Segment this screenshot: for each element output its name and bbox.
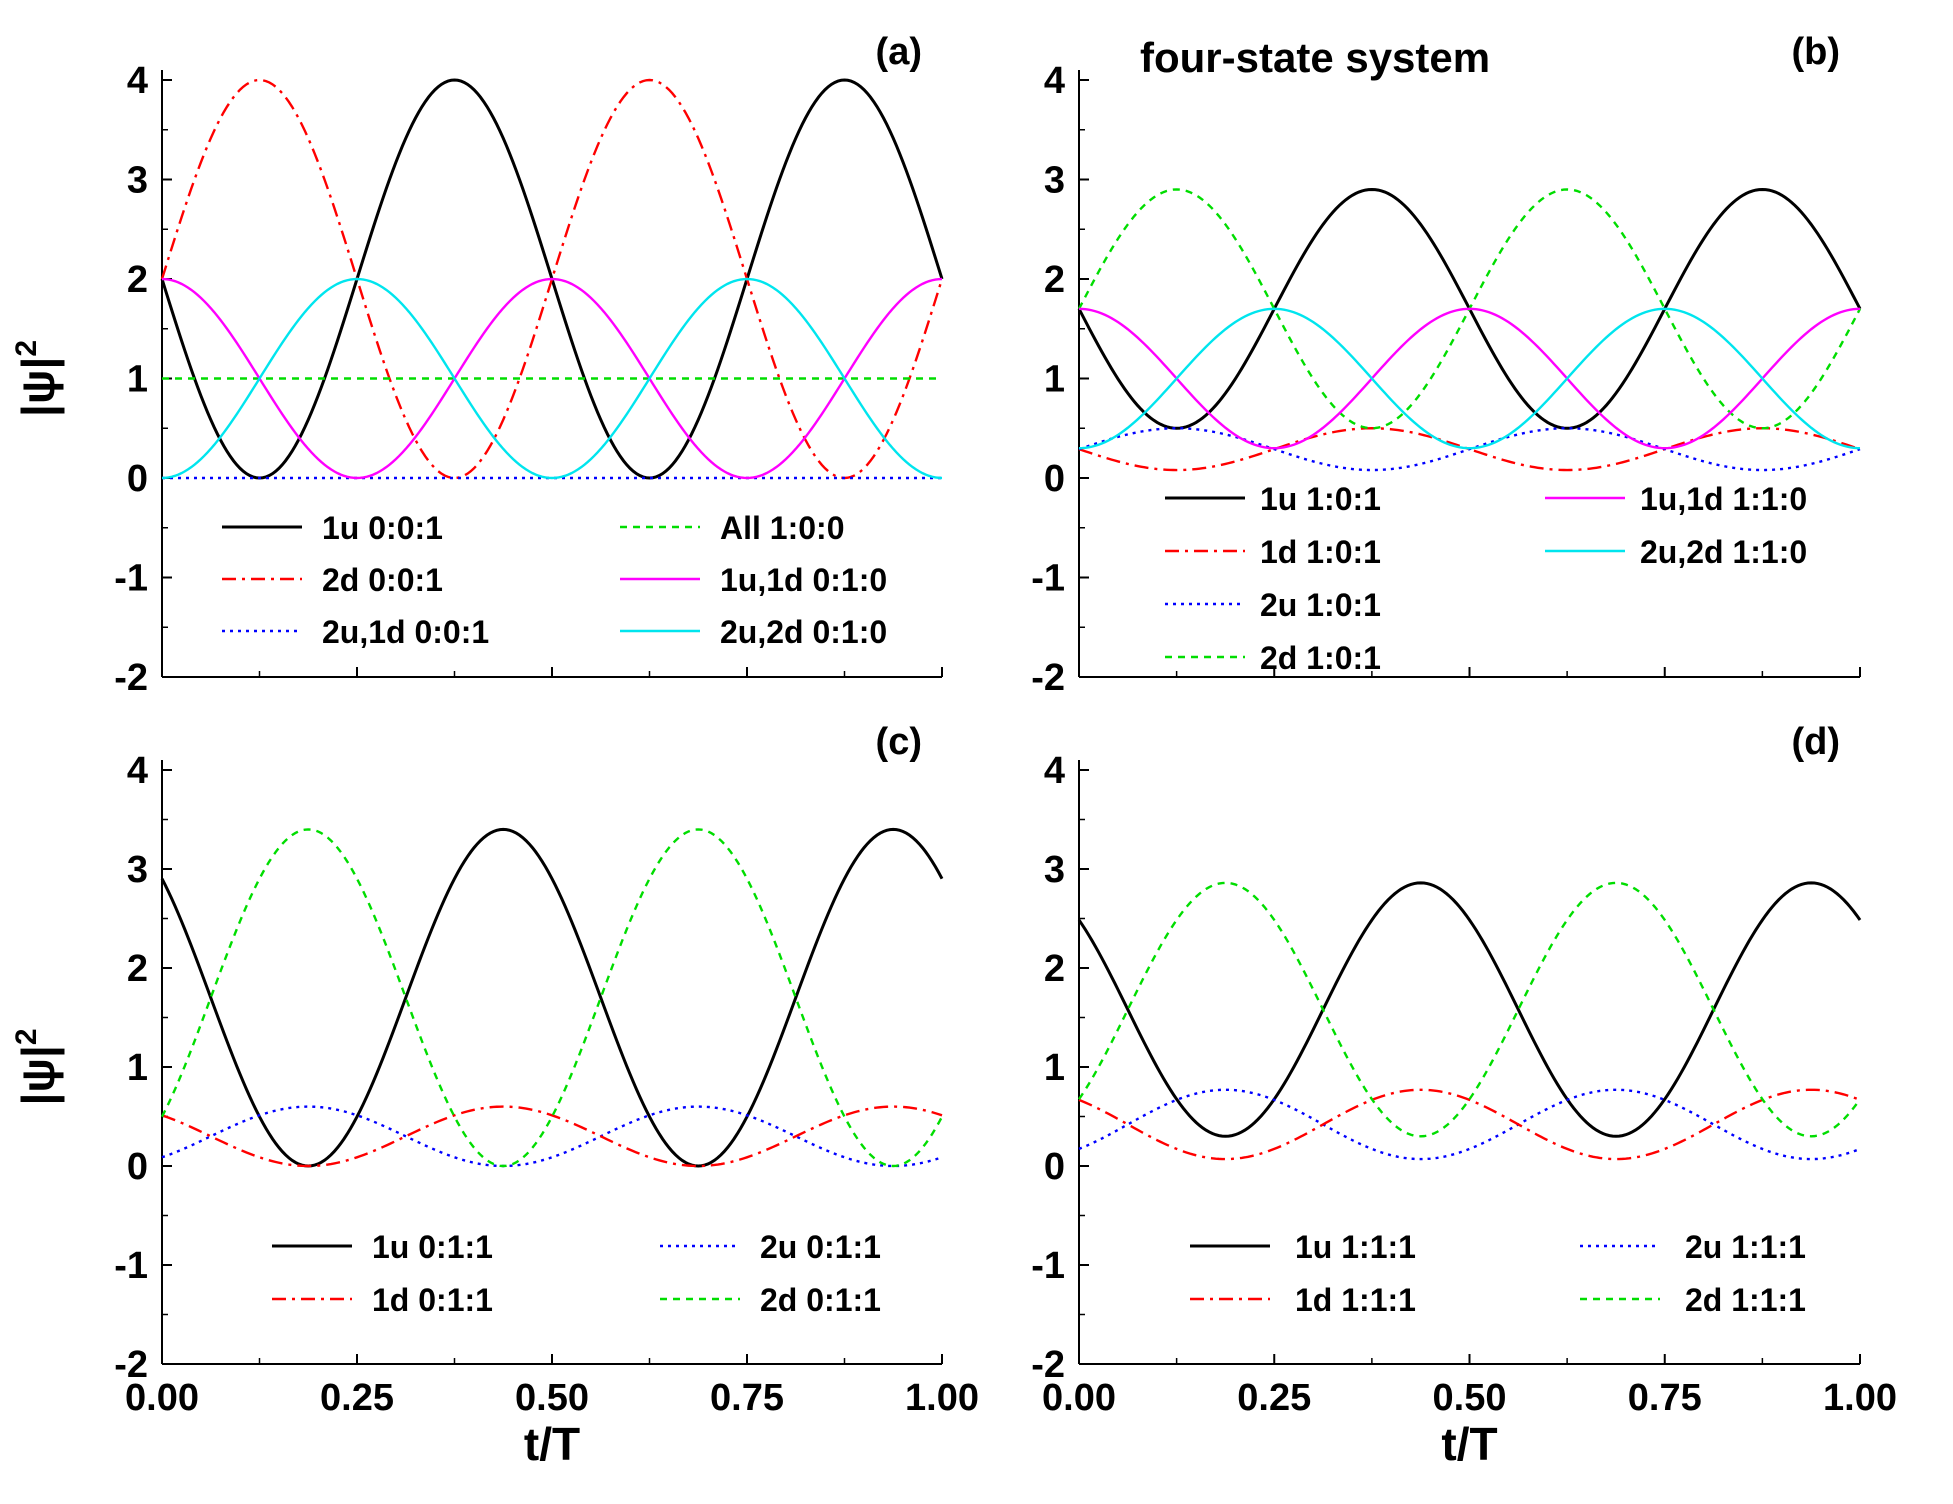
x-axis-title: t/T [1441, 1418, 1497, 1470]
legend-label: 1d 0:1:1 [372, 1282, 493, 1318]
y-tick-label: 4 [1044, 750, 1065, 792]
y-tick-label: 3 [127, 849, 148, 891]
panel-label: (c) [876, 721, 922, 763]
x-axis-title: t/T [524, 1418, 580, 1470]
figure-title: four-state system [1140, 34, 1490, 81]
x-tick-label: 0.00 [125, 1377, 199, 1419]
legend-label: 1u 0:0:1 [322, 510, 443, 546]
y-tick-label: -2 [114, 1344, 148, 1386]
y-tick-label: -2 [1031, 657, 1065, 699]
y-tick-label: -2 [114, 657, 148, 699]
legend-label: 1u 1:0:1 [1260, 481, 1381, 517]
y-tick-label: 1 [1044, 359, 1065, 401]
series-line-2u-2d-1-1-0 [1078, 307, 1861, 450]
y-tick-label: 0 [127, 1146, 148, 1188]
panel-b: 4 3 2 1 0 -1 -2 (b) 1u 1:0:1 1d 1:0:1 2u 1:0:1 2d 1… [1031, 31, 1862, 699]
series-line-1u-1d-1-1-0 [1078, 307, 1861, 450]
legend-label: 2u,1d 0:0:1 [322, 614, 489, 650]
series-line-2d-0-1-1 [160, 828, 944, 1168]
y-tick-label: 2 [127, 259, 148, 301]
legend-label: 2d 0:1:1 [760, 1282, 881, 1318]
y-tick-label: 0 [1044, 458, 1065, 500]
y-tick-label: 1 [1044, 1047, 1065, 1089]
y-tick-label: 2 [127, 948, 148, 990]
x-tick-label: 0.75 [710, 1377, 784, 1419]
legend-label: 2u,2d 1:1:0 [1640, 534, 1807, 570]
x-tick-label: 1.00 [1823, 1377, 1897, 1419]
y-tick-label: 2 [1044, 948, 1065, 990]
y-tick-label: 4 [127, 60, 148, 102]
x-tick-label: 1.00 [905, 1377, 979, 1419]
legend-label: 2d 0:0:1 [322, 562, 443, 598]
y-tick-label: -1 [1031, 1245, 1065, 1287]
y-tick-label: -1 [1031, 558, 1065, 600]
series-line-1d-1-0-1 [1078, 427, 1861, 472]
legend-label: All 1:0:0 [720, 510, 844, 546]
legend-label: 1u,1d 1:1:0 [1640, 481, 1807, 517]
panel-label: (b) [1791, 31, 1840, 73]
y-axis-title: |ψ|2 [10, 340, 64, 417]
y-tick-label: 3 [1044, 849, 1065, 891]
x-tick-label: 0.50 [515, 1377, 589, 1419]
legend-label: 1u 0:1:1 [372, 1229, 493, 1265]
x-tick-label: 0.75 [1628, 1377, 1702, 1419]
panel-label: (a) [876, 31, 922, 73]
y-tick-label: -1 [114, 1245, 148, 1287]
y-tick-label: 1 [127, 1047, 148, 1089]
series-line-2d-0-0-1 [160, 78, 944, 480]
legend-label: 1u,1d 0:1:0 [720, 562, 887, 598]
series-line-2d-1-1-1 [1078, 881, 1861, 1138]
series-line-1u-1d-0-1-0 [161, 277, 943, 480]
legend-label: 1u 1:1:1 [1295, 1229, 1416, 1265]
legend-label: 2d 1:0:1 [1260, 640, 1381, 676]
y-tick-label: 0 [1044, 1146, 1065, 1188]
y-tick-label: 2 [1044, 259, 1065, 301]
y-axis-title: |ψ|2 [10, 1028, 64, 1105]
y-tick-label: 3 [1044, 160, 1065, 202]
y-axis-title-superscript: 2 [10, 1028, 43, 1045]
y-tick-label: 1 [127, 359, 148, 401]
y-tick-label: 0 [127, 458, 148, 500]
legend-label: 1d 1:0:1 [1260, 534, 1381, 570]
x-tick-label: 0.50 [1433, 1377, 1507, 1419]
legend-label: 2u 1:1:1 [1685, 1229, 1806, 1265]
legend-label: 2u,2d 0:1:0 [720, 614, 887, 650]
y-axis-title-superscript: 2 [10, 340, 43, 357]
y-tick-label: -1 [114, 558, 148, 600]
x-tick-label: 0.25 [1237, 1377, 1311, 1419]
y-tick-label: 3 [127, 160, 148, 202]
y-tick-label: 4 [1044, 60, 1065, 102]
panel-a: 4 3 2 1 0 -1 -2 |ψ|2 (a) 1u 0:0:1 2d 0:0:1 2u,1d 0:… [10, 31, 944, 699]
panels: 4 3 2 1 0 -1 -2 |ψ|2 (a) 1u 0:0:1 2d 0:0:1 2u,1d 0:… [10, 31, 1897, 1470]
legend-label: 2u 0:1:1 [760, 1229, 881, 1265]
series-line-2u-2d-0-1-0 [161, 277, 943, 480]
x-tick-label: 0.00 [1042, 1377, 1116, 1419]
series-line-1d-0-1-1 [161, 1105, 943, 1168]
panel-c: 4 3 2 1 0 -1 -20.00 0.25 0.50 0.75 1.00 |ψ|2 t/T (c) 1… [10, 721, 979, 1470]
series-line-1d-1-1-1 [1078, 1088, 1861, 1161]
legend-label: 2d 1:1:1 [1685, 1282, 1806, 1318]
series-line-2u-0-1-1 [161, 1105, 943, 1168]
legend-label: 1d 1:1:1 [1295, 1282, 1416, 1318]
series-line-1u-1-1-1 [1077, 881, 1862, 1138]
x-tick-label: 0.25 [320, 1377, 394, 1419]
panel-label: (d) [1791, 721, 1840, 763]
series-line-1u-0-1-1 [160, 827, 944, 1168]
y-tick-label: 4 [127, 750, 148, 792]
y-tick-label: -2 [1031, 1344, 1065, 1386]
legend-label: 2u 1:0:1 [1260, 587, 1381, 623]
panel-d: 4 3 2 1 0 -1 -20.00 0.25 0.50 0.75 1.00 t/T (d) 1u 1:… [1031, 721, 1897, 1470]
